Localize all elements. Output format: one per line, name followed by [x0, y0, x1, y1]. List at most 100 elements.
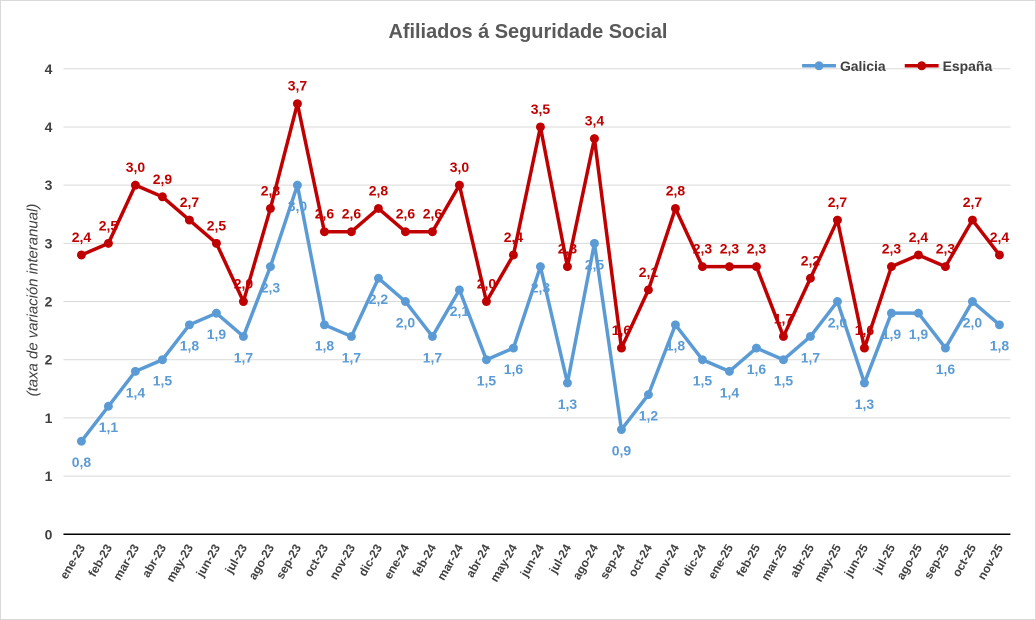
x-tick-label: ene-25 — [705, 541, 736, 581]
data-point — [157, 355, 167, 365]
data-label: 3,0 — [450, 159, 470, 175]
data-label: 3,7 — [288, 78, 308, 94]
data-label: 1,8 — [180, 338, 200, 354]
data-label: 2,3 — [261, 280, 281, 296]
data-point — [805, 273, 815, 283]
data-label: 1,5 — [153, 373, 173, 389]
data-point — [481, 355, 491, 365]
data-point — [76, 436, 86, 446]
x-tick-label: nov-23 — [327, 541, 359, 582]
data-label: 2,4 — [72, 229, 92, 245]
data-point — [427, 331, 437, 341]
data-point — [967, 297, 977, 307]
y-tick-label: 1 — [45, 468, 53, 484]
data-label: 1,6 — [855, 322, 875, 338]
data-point — [859, 343, 869, 353]
data-point — [454, 180, 464, 190]
data-label: 2,3 — [558, 241, 578, 257]
data-point — [103, 401, 113, 411]
x-tick-label: mar-24 — [434, 541, 466, 582]
legend-item-galicia: Galicia — [802, 58, 886, 74]
legend-marker — [917, 61, 927, 71]
data-point — [724, 262, 734, 272]
data-point — [697, 262, 707, 272]
data-label: 2,2 — [369, 291, 389, 307]
data-point — [886, 308, 896, 318]
data-point — [292, 180, 302, 190]
data-label: 1,9 — [909, 326, 929, 342]
data-point — [481, 297, 491, 307]
y-tick-label: 0 — [45, 526, 53, 542]
data-label: 0,8 — [72, 454, 92, 470]
data-label: 1,7 — [423, 349, 443, 365]
data-label: 2,7 — [180, 194, 200, 210]
data-point — [292, 99, 302, 109]
data-label: 1,6 — [612, 322, 632, 338]
data-label: 2,0 — [396, 314, 416, 330]
data-label: 2,3 — [882, 241, 902, 257]
x-tick-label: may-24 — [487, 541, 520, 584]
data-label: 2,1 — [639, 264, 659, 280]
data-label: 1,5 — [693, 373, 713, 389]
x-tick-label: jun-25 — [841, 541, 871, 580]
data-point — [643, 285, 653, 295]
y-tick-label: 2 — [45, 294, 53, 310]
data-point — [130, 366, 140, 376]
data-point — [508, 343, 518, 353]
x-tick-label: jun-24 — [517, 541, 547, 580]
data-point — [400, 227, 410, 237]
data-label: 2,8 — [261, 182, 281, 198]
legend-label: Galicia — [840, 58, 886, 74]
data-label: 3,0 — [126, 159, 146, 175]
x-tick-label: mar-25 — [758, 541, 790, 582]
data-point — [805, 331, 815, 341]
data-label: 2,7 — [963, 194, 983, 210]
data-point — [724, 366, 734, 376]
data-point — [265, 262, 275, 272]
y-tick-label: 4 — [45, 61, 53, 77]
data-label: 2,4 — [504, 229, 524, 245]
data-label: 2,5 — [99, 217, 119, 233]
data-point — [751, 343, 761, 353]
data-label: 1,3 — [558, 396, 578, 412]
x-tick-label: may-23 — [163, 541, 196, 584]
x-tick-label: ago-24 — [570, 541, 602, 582]
x-tick-label: sep-23 — [273, 541, 304, 581]
data-point — [913, 250, 923, 260]
data-point — [859, 378, 869, 388]
data-point — [535, 262, 545, 272]
data-label: 1,7 — [234, 349, 254, 365]
data-label: 1,7 — [342, 349, 362, 365]
data-label: 1,6 — [747, 361, 767, 377]
chart-title: Afiliados á Seguridade Social — [388, 21, 667, 43]
data-point — [130, 180, 140, 190]
data-point — [508, 250, 518, 260]
data-point — [778, 331, 788, 341]
data-label: 1,5 — [477, 373, 497, 389]
data-point — [319, 227, 329, 237]
data-label: 2,3 — [693, 241, 713, 257]
data-label: 2,7 — [828, 194, 848, 210]
data-label: 1,6 — [504, 361, 524, 377]
x-tick-label: ago-23 — [246, 541, 278, 582]
data-point — [346, 331, 356, 341]
data-label: 0,9 — [612, 442, 632, 458]
data-label: 1,2 — [639, 408, 659, 424]
data-point — [886, 262, 896, 272]
data-point — [238, 297, 248, 307]
data-label: 2,2 — [801, 252, 821, 268]
data-label: 2,6 — [396, 206, 416, 222]
data-point — [589, 238, 599, 248]
data-point — [184, 215, 194, 225]
data-point — [562, 262, 572, 272]
data-point — [670, 203, 680, 213]
data-point — [454, 285, 464, 295]
data-label: 2,6 — [423, 206, 443, 222]
x-tick-label: may-25 — [811, 541, 844, 584]
x-tick-label: nov-25 — [975, 541, 1007, 582]
data-point — [697, 355, 707, 365]
y-tick-label: 3 — [45, 177, 53, 193]
data-point — [103, 238, 113, 248]
x-tick-label: ene-23 — [57, 541, 88, 581]
